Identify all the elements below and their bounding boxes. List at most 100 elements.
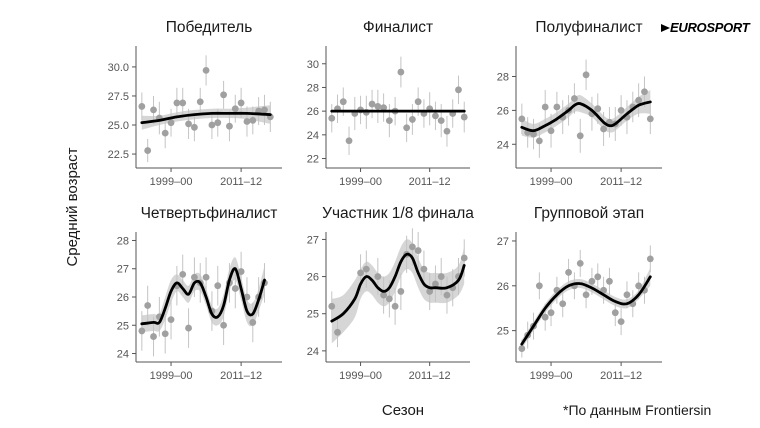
data-point <box>635 282 643 290</box>
data-point <box>374 273 382 280</box>
y-tick-label: 24 <box>497 139 509 151</box>
y-tick-label: 25 <box>307 309 319 321</box>
data-point <box>202 273 210 281</box>
x-tick-label: 1999–00 <box>530 370 573 382</box>
y-tick-label: 26 <box>307 272 319 284</box>
data-point <box>173 99 181 107</box>
data-point <box>397 68 405 76</box>
x-tick-label: 1999–00 <box>339 176 382 188</box>
data-point <box>138 103 146 110</box>
data-point <box>606 277 613 285</box>
data-point <box>582 291 590 299</box>
data-point <box>518 345 526 352</box>
confidence-ribbon <box>521 267 651 349</box>
data-point <box>231 105 239 113</box>
data-point <box>443 291 451 299</box>
x-tick-label: 1999–00 <box>150 176 193 188</box>
data-point <box>432 280 439 288</box>
data-point <box>541 103 549 111</box>
data-point <box>600 125 607 133</box>
data-point <box>582 71 590 79</box>
data-point <box>455 86 462 94</box>
data-point <box>623 291 631 299</box>
data-point <box>368 100 376 108</box>
x-tick-label: 2011–12 <box>409 176 451 188</box>
data-point <box>385 295 393 303</box>
data-point <box>208 121 216 129</box>
data-point <box>357 269 364 277</box>
data-point <box>385 117 393 125</box>
x-tick-label: 1999–00 <box>339 370 382 382</box>
data-point <box>460 113 468 121</box>
data-point <box>374 103 382 110</box>
data-point <box>391 302 399 310</box>
data-point <box>231 285 239 292</box>
y-tick-label: 26 <box>497 281 509 293</box>
y-tick-label: 24 <box>307 346 319 358</box>
y-tick-label: 24 <box>117 349 129 361</box>
data-point <box>565 268 572 276</box>
data-point <box>214 282 222 290</box>
data-point <box>530 130 537 138</box>
eurosport-logo: EUROSPORT <box>661 20 751 35</box>
data-point <box>226 122 233 130</box>
data-point <box>576 259 584 267</box>
data-point <box>443 127 451 135</box>
panel-title: Четвертьфиналист <box>141 205 278 222</box>
data-point <box>328 114 336 122</box>
data-point <box>179 270 187 278</box>
data-point <box>362 265 370 273</box>
y-tick-label: 26 <box>307 106 319 118</box>
data-point <box>220 321 228 329</box>
x-tick-label: 2011–12 <box>220 176 262 188</box>
data-point <box>617 318 625 326</box>
data-point <box>185 120 192 128</box>
data-point <box>249 319 257 326</box>
trend-line <box>140 267 266 326</box>
data-point <box>641 88 648 96</box>
data-point <box>397 288 405 295</box>
data-point <box>617 106 625 114</box>
x-tick-label: 2011–12 <box>600 176 642 188</box>
logo-text: EUROSPORT <box>670 20 751 35</box>
data-point <box>553 103 561 111</box>
data-point <box>339 98 347 106</box>
data-point <box>611 309 619 317</box>
confidence-ribbon <box>141 257 265 333</box>
y-tick-label: 22.5 <box>108 149 129 161</box>
data-point <box>541 313 549 321</box>
data-point <box>237 268 245 275</box>
panel-title: Участник 1/8 финала <box>322 205 474 222</box>
data-point <box>420 265 428 273</box>
y-tick-label: 27 <box>497 236 509 248</box>
data-point <box>138 327 146 335</box>
data-point <box>600 286 607 294</box>
facet-panel: Полуфиналист 24 26 28 1999–00 2011–12 <box>497 19 662 188</box>
facet-panel: Четвертьфиналист 24 25 26 27 28 1999–00 2011–12 <box>117 205 282 382</box>
facet-panel: Участник 1/8 финала 24 25 26 27 1999–00 2011–1… <box>307 205 475 382</box>
data-point <box>150 333 157 340</box>
data-point <box>345 137 353 145</box>
y-tick-label: 22 <box>307 154 319 166</box>
x-tick-label: 1999–00 <box>150 370 193 382</box>
data-point <box>185 324 192 332</box>
data-point <box>237 99 245 107</box>
data-point <box>460 254 468 262</box>
data-point <box>437 117 445 125</box>
y-tick-label: 30.0 <box>108 62 129 74</box>
data-point <box>179 99 187 107</box>
data-point <box>588 277 596 285</box>
data-point <box>191 123 198 131</box>
data-point <box>594 105 602 113</box>
data-point <box>191 273 198 281</box>
data-point <box>328 302 336 310</box>
logo-arrow-icon <box>661 24 670 32</box>
trend-line <box>520 275 652 346</box>
data-point <box>150 106 157 114</box>
y-tick-label: 25.0 <box>108 120 129 132</box>
data-point <box>409 243 416 251</box>
data-point <box>432 112 439 120</box>
data-point <box>559 300 567 308</box>
y-tick-label: 25 <box>497 326 509 338</box>
data-point <box>334 328 341 336</box>
